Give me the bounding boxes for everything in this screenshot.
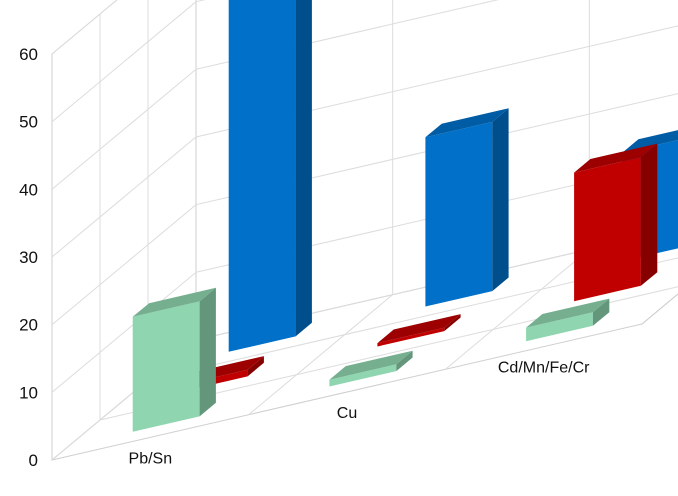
y-tick-label: 30 xyxy=(19,248,38,267)
y-tick-label: 40 xyxy=(19,180,38,199)
bar-side-face xyxy=(640,143,658,286)
bar-top-face xyxy=(377,314,461,344)
bar-front-face xyxy=(329,364,397,387)
chart-bars xyxy=(132,0,678,432)
bar-side-face xyxy=(592,298,610,326)
bar-top-face xyxy=(425,108,509,138)
bar-side-face xyxy=(295,0,312,337)
y-tick-label: 10 xyxy=(19,383,38,402)
bar-front-face xyxy=(377,327,445,347)
bar-front-face xyxy=(425,121,493,307)
bar-top-face xyxy=(132,287,216,317)
bar-only-cu xyxy=(329,350,413,387)
bar-front-face xyxy=(132,301,200,432)
bar-top-face xyxy=(574,143,658,173)
bar-side-face xyxy=(492,108,509,292)
category-label-cu: Cu xyxy=(337,405,357,422)
bar-side-face xyxy=(396,350,413,372)
y-tick-label: 0 xyxy=(29,451,38,470)
bar-front-face xyxy=(228,0,296,352)
y-tick-label: 60 xyxy=(19,45,38,64)
gridline-40 xyxy=(51,0,499,190)
bar-top-face xyxy=(622,130,678,153)
y-tick-label: 20 xyxy=(19,316,38,335)
gridline-50 xyxy=(51,0,206,123)
category-label-cd-mn-fe-cr: Cd/Mn/Fe/Cr xyxy=(498,360,590,377)
floor-right-edge xyxy=(641,293,678,325)
bar-side-face xyxy=(444,314,461,332)
floor-col-line xyxy=(248,294,393,416)
gridline-60 xyxy=(51,0,118,55)
bar-front-face xyxy=(526,312,593,342)
bar-side-face xyxy=(247,356,264,377)
bar-top-face xyxy=(329,350,413,380)
bar-only-pb-sn xyxy=(132,287,216,432)
category-label-pb-sn: Pb/Sn xyxy=(129,450,173,467)
bar--pb-sn xyxy=(228,0,312,352)
bar--cu xyxy=(425,108,509,307)
floor-col-line xyxy=(445,248,590,370)
bar-only-cd-mn-fe-cr xyxy=(574,143,658,302)
y-tick-label: 50 xyxy=(19,113,38,132)
bar-side-face xyxy=(199,287,216,417)
bar-front-face xyxy=(574,157,641,302)
bar-top-face xyxy=(526,298,610,328)
bar-only-cu xyxy=(377,314,461,347)
bar-only-cd-mn-fe-cr xyxy=(526,298,610,342)
